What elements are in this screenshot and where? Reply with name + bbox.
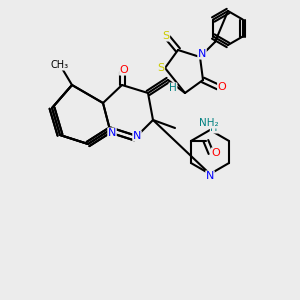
Text: N: N (133, 131, 141, 141)
Text: H: H (169, 83, 177, 93)
Text: CH₃: CH₃ (51, 60, 69, 70)
Text: N: N (206, 171, 214, 181)
Text: O: O (120, 65, 128, 75)
Text: N: N (108, 128, 116, 138)
Text: S: S (158, 63, 165, 73)
Text: O: O (212, 148, 220, 158)
Text: S: S (162, 31, 169, 41)
Text: N: N (198, 49, 206, 59)
Text: O: O (218, 82, 226, 92)
Text: NH₂: NH₂ (199, 118, 219, 128)
Text: H: H (210, 123, 218, 133)
